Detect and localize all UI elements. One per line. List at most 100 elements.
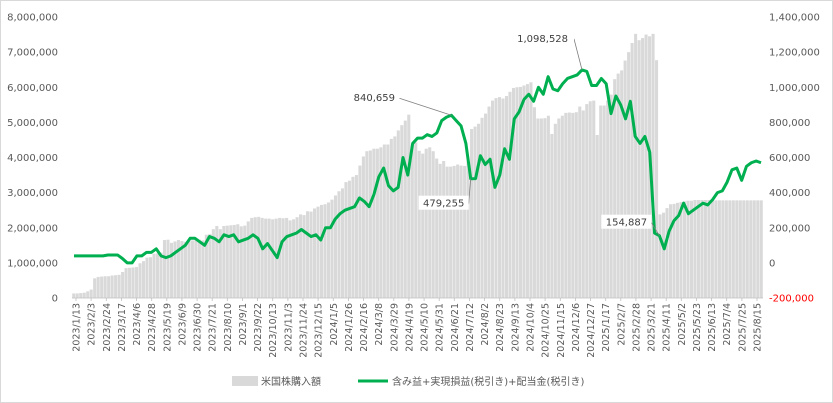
x-axis-tick-label: 2025/4/11	[662, 303, 673, 352]
bar	[278, 217, 282, 298]
left-axis-tick-label: 0	[52, 294, 58, 305]
x-axis-tick-label: 2024/2/16	[359, 303, 370, 352]
bar	[204, 234, 208, 298]
x-axis-tick-label: 2025/7/4	[722, 303, 733, 346]
bar	[351, 176, 355, 298]
right-axis-tick-label: 0	[769, 258, 775, 269]
bar	[319, 204, 324, 298]
bar	[585, 104, 589, 298]
right-axis-tick-label: 200,000	[769, 223, 810, 234]
bar	[466, 160, 470, 298]
bar	[522, 85, 526, 299]
bar	[180, 241, 184, 298]
bar	[100, 276, 104, 298]
bar	[511, 87, 516, 298]
x-axis-tick-label: 2023/8/10	[223, 303, 234, 352]
x-axis-tick-label: 2024/12/27	[586, 303, 597, 358]
bar	[75, 293, 79, 298]
bar	[679, 202, 683, 298]
bar	[717, 200, 721, 298]
bar	[494, 98, 498, 298]
bar	[742, 200, 746, 298]
bar	[410, 144, 414, 298]
bar	[389, 138, 393, 298]
bar	[239, 226, 243, 298]
x-axis-tick-label: 2023/11/24	[299, 303, 310, 358]
bar	[194, 239, 198, 298]
bar	[707, 200, 711, 298]
bar	[560, 115, 564, 298]
bar	[445, 166, 449, 298]
x-axis-tick-label: 2023/2/24	[102, 303, 113, 352]
bar	[403, 120, 407, 299]
callout-label: 479,255	[423, 199, 464, 210]
bar	[543, 118, 547, 298]
x-axis-tick-label: 2024/5/31	[435, 303, 446, 352]
bar	[553, 123, 557, 298]
bar	[714, 200, 718, 298]
bar	[578, 106, 582, 298]
x-axis-tick-label: 2025/1/17	[601, 303, 612, 352]
bar	[313, 208, 317, 298]
x-axis-tick-label: 2024/11/15	[556, 303, 567, 358]
bar	[421, 153, 425, 298]
bar	[428, 147, 432, 298]
bar	[340, 188, 344, 298]
legend: 米国株購入額 含み益+実現損益(税引き)+配当金(税引き)	[232, 375, 584, 388]
legend-bar-swatch	[232, 376, 258, 386]
bar	[473, 126, 477, 298]
bar	[710, 200, 714, 298]
right-axis-tick-label: -200,000	[769, 294, 814, 305]
bar	[668, 204, 673, 298]
x-axis-tick-label: 2024/10/25	[541, 303, 552, 358]
line-series	[74, 68, 762, 265]
bar	[592, 100, 596, 298]
bar	[375, 148, 379, 298]
x-axis-tick-label: 2023/6/9	[177, 303, 188, 346]
callout-leader	[651, 222, 660, 236]
bar	[546, 115, 550, 298]
left-axis-tick-label: 1,000,000	[7, 258, 58, 269]
bar	[292, 219, 296, 298]
bar	[201, 240, 205, 298]
bar	[609, 94, 613, 298]
bar	[190, 240, 194, 298]
right-axis-ticks: -200,000 0 200,000 400,000 600,000 800,000 1,0…	[769, 13, 820, 305]
bar	[337, 191, 341, 298]
x-axis-tick-label: 2023/2/3	[87, 303, 98, 346]
x-axis-tick-label: 2024/9/13	[510, 303, 521, 352]
bar	[128, 267, 132, 298]
callout-box	[418, 195, 469, 210]
callout-box	[349, 90, 400, 105]
bar	[696, 200, 700, 298]
bar	[602, 105, 606, 298]
bar	[550, 133, 554, 298]
bar	[372, 148, 376, 298]
bar	[368, 150, 372, 298]
bar	[344, 182, 348, 298]
line-series-layer	[74, 68, 762, 265]
callout-label: 154,887	[606, 218, 647, 229]
bar	[525, 84, 529, 298]
x-axis-tick-label: 2024/3/8	[374, 303, 385, 346]
right-axis-tick-label: 1,200,000	[769, 48, 820, 59]
right-axis-tick-label: 1,000,000	[769, 83, 820, 94]
bar	[382, 144, 386, 298]
annotation-layer: 840,659 479,255 1,098,528 154,887	[349, 30, 660, 236]
bar	[539, 118, 543, 298]
x-axis-tick-label: 2024/7/12	[465, 303, 476, 352]
bar	[82, 292, 86, 298]
x-axis-tick-label: 2025/2/28	[631, 303, 642, 352]
bar	[162, 240, 167, 298]
bar	[477, 123, 481, 298]
callout-box	[601, 214, 652, 229]
bar	[724, 200, 728, 298]
bar	[574, 112, 578, 298]
bar	[529, 82, 533, 298]
x-axis-tick-label: 2024/6/21	[450, 303, 461, 352]
bar	[333, 195, 338, 298]
bar	[567, 112, 571, 298]
bar	[634, 33, 638, 299]
